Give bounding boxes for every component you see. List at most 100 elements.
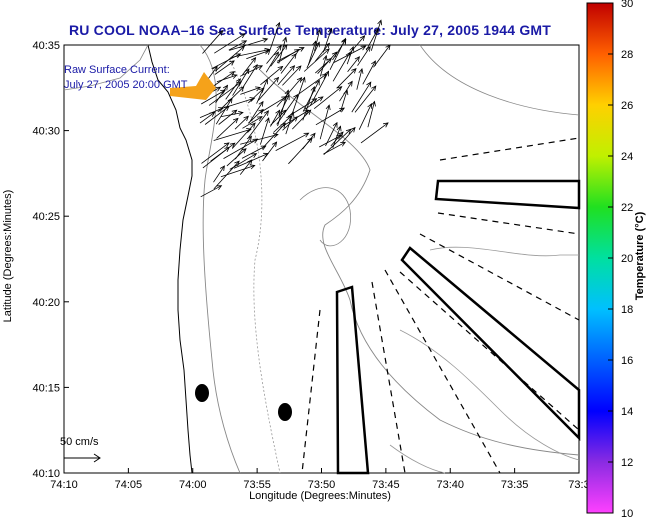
colorbar-tick-label: 20 [621,253,633,265]
colorbar-tick-label: 30 [621,0,633,10]
current-vector-head [249,164,256,170]
colorbar-ticks: 10 12 14 16 18 20 22 24 26 28 30 [608,0,633,518]
current-vector [248,110,269,139]
colorbar-tick-label: 24 [621,151,633,163]
current-vector [216,74,237,83]
current-vector-head [370,100,376,107]
current-vector [229,38,268,51]
current-vector-head [336,125,342,132]
current-vector-head [347,80,353,87]
current-vector-head [260,145,267,151]
scale-label: 50 cm/s [60,436,99,448]
current-vector [233,153,269,169]
current-vector-head [358,68,364,74]
current-vector [262,141,277,162]
current-vector [314,29,321,52]
current-vector-head [377,19,383,26]
current-vector-head [251,56,257,63]
current-vector [309,71,329,106]
current-vector-head [292,116,298,122]
current-vector-head [241,40,248,46]
bathymetry-contour [299,187,352,247]
current-vector [277,65,295,86]
x-tick-label: 74:05 [115,479,143,491]
bathymetry-contour [399,329,580,461]
current-vector-head [217,30,224,36]
current-vector [231,122,256,149]
colorbar-label: Temperature (°C) [634,211,646,301]
current-vector-head [235,78,241,84]
current-vector [201,142,230,164]
current-vector-head [257,65,264,70]
current-vector-head [317,96,324,102]
current-vector [285,111,294,135]
current-vector-head [247,159,253,165]
current-vector-head [345,51,351,58]
current-vector-head [237,110,244,116]
current-vector [211,53,241,70]
current-vector-head [325,104,331,111]
current-vector [280,53,297,74]
current-vector-head [322,54,328,61]
y-tick-label: 40:35 [32,40,60,52]
current-vector-head [354,56,360,62]
current-vector [287,98,317,117]
current-vector-head [281,96,288,102]
current-vector-head [231,74,238,79]
current-vector [332,52,351,82]
current-vector-head [231,109,238,115]
current-vector [370,20,382,51]
buoy-marker [278,403,292,421]
current-vector-head [272,133,279,139]
x-tick-label: 74:10 [50,479,78,491]
current-vector-head [293,49,300,55]
bathymetry-contour [429,246,579,257]
current-vector-head [366,81,372,88]
colorbar-tick-label: 10 [621,508,633,518]
current-vector [223,138,258,159]
y-tick-label: 40:30 [32,126,60,138]
current-vector [276,94,299,125]
current-vector-head [315,41,320,48]
colorbar-tick-label: 14 [621,406,633,418]
current-vector-head [289,65,296,71]
current-vector-head [341,38,347,45]
dashed-lines [301,137,580,474]
colorbar-tick-label: 26 [621,100,633,112]
y-tick-label: 40:20 [32,297,60,309]
current-vector [220,165,255,178]
current-vector [218,109,237,125]
current-vector-head [215,86,222,92]
current-vector [259,96,287,113]
current-vector [248,87,265,104]
current-vector [214,45,245,72]
current-vector [356,68,363,90]
colorbar-tick-label: 16 [621,355,633,367]
current-vector [275,132,309,151]
current-vector [199,111,215,124]
current-vector-head [284,94,290,101]
current-vector [215,98,233,125]
current-vector [200,185,222,198]
current-vector [215,85,228,104]
x-tick-label: 74:00 [179,479,207,491]
current-vector [282,116,298,131]
current-vector-head [263,110,269,116]
current-vector [354,85,377,113]
current-vector-head [332,121,338,128]
current-vector-head [351,68,357,74]
x-tick-label: 73:35 [501,479,529,491]
x-tick-label: 73:45 [372,479,400,491]
current-vector [234,116,249,130]
current-vector-head [219,165,225,172]
current-vector-head [258,100,264,107]
current-vector [246,50,270,60]
y-axis-ticks: 40:10 40:15 40:20 40:25 40:30 40:35 [32,40,69,480]
transect-box [400,246,581,442]
current-vector [308,41,317,66]
current-vector [332,39,347,61]
current-vector-head [255,86,261,92]
current-vector-head [349,46,355,52]
